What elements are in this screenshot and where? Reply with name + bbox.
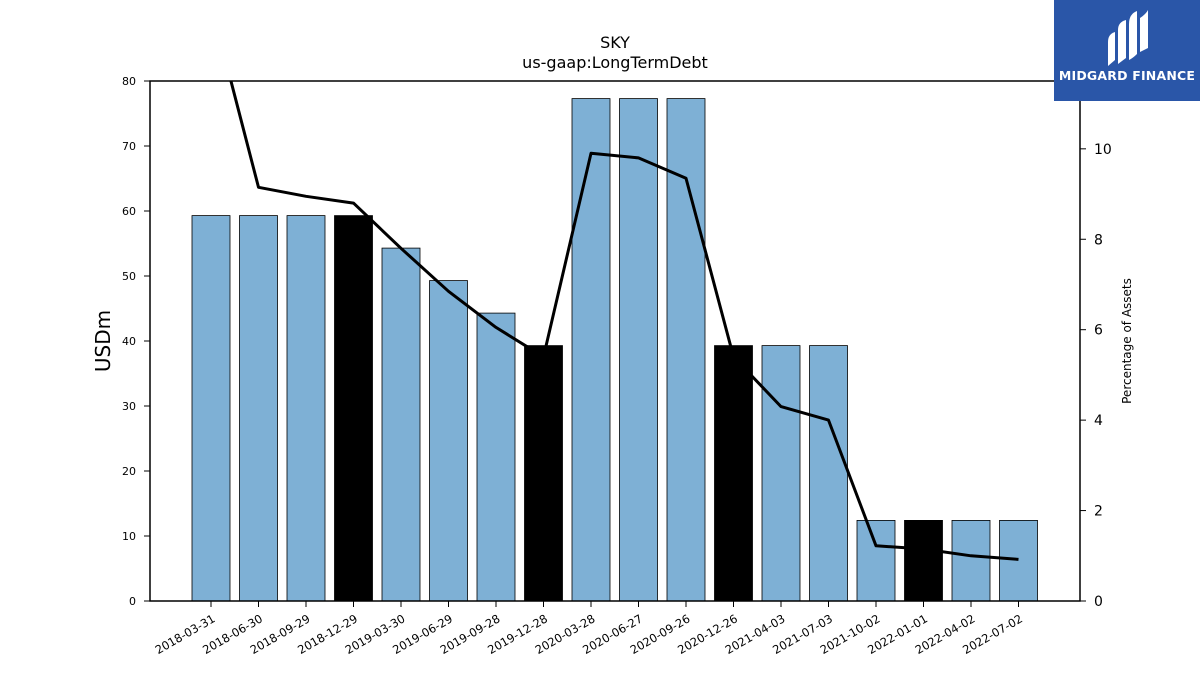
- series-line: [229, 81, 1019, 561]
- y-tick-label: 50: [122, 270, 136, 283]
- bar: [761, 345, 801, 602]
- bar: [809, 345, 848, 602]
- line-group: [229, 81, 1019, 561]
- bar: [951, 520, 991, 602]
- y2-tick-label: 2: [1094, 504, 1103, 520]
- y2-tick-label: 4: [1094, 413, 1103, 429]
- bar: [904, 520, 943, 602]
- bar: [334, 215, 373, 602]
- y2-tick-label: 8: [1094, 232, 1103, 248]
- bar: [999, 520, 1038, 602]
- bar: [524, 345, 563, 602]
- y2-axis-label: Percentage of Assets: [1120, 278, 1134, 404]
- midgard-logo-icon: [1108, 10, 1148, 66]
- y-tick-label: 60: [122, 205, 136, 218]
- bar: [714, 345, 753, 602]
- y-axis-label: USDm: [91, 310, 115, 372]
- bar: [856, 520, 896, 602]
- x-axis: 2018-03-312018-06-302018-09-292018-12-29…: [153, 601, 1025, 657]
- y-tick-label: 10: [122, 530, 136, 543]
- y-tick-label: 30: [122, 400, 136, 413]
- chart-title: SKY: [600, 33, 630, 52]
- y-tick-label: 20: [122, 465, 136, 478]
- brand-logo: MIDGARD FINANCE: [1054, 0, 1200, 101]
- y-tick-label: 0: [129, 595, 136, 608]
- y-axis-right: 0 2 4 6 8 10: [1080, 142, 1112, 610]
- bar: [191, 215, 231, 602]
- chart-subtitle: us-gaap:LongTermDebt: [522, 53, 708, 72]
- y-tick-label: 40: [122, 335, 136, 348]
- bars-group: [191, 98, 1038, 602]
- y-axis-left: 0 10 20 30 40 50 60 70 80: [122, 75, 150, 608]
- brand-name: MIDGARD FINANCE: [1058, 68, 1196, 83]
- y2-tick-label: 10: [1094, 142, 1112, 158]
- bar: [571, 98, 611, 602]
- bar: [381, 247, 421, 602]
- bar: [239, 215, 278, 602]
- bar: [619, 98, 658, 602]
- y2-tick-label: 0: [1094, 594, 1103, 610]
- y2-tick-label: 6: [1094, 323, 1103, 339]
- y-tick-label: 80: [122, 75, 136, 88]
- bar: [429, 280, 468, 602]
- bar: [286, 215, 326, 602]
- bar: [476, 312, 516, 602]
- y-tick-label: 70: [122, 140, 136, 153]
